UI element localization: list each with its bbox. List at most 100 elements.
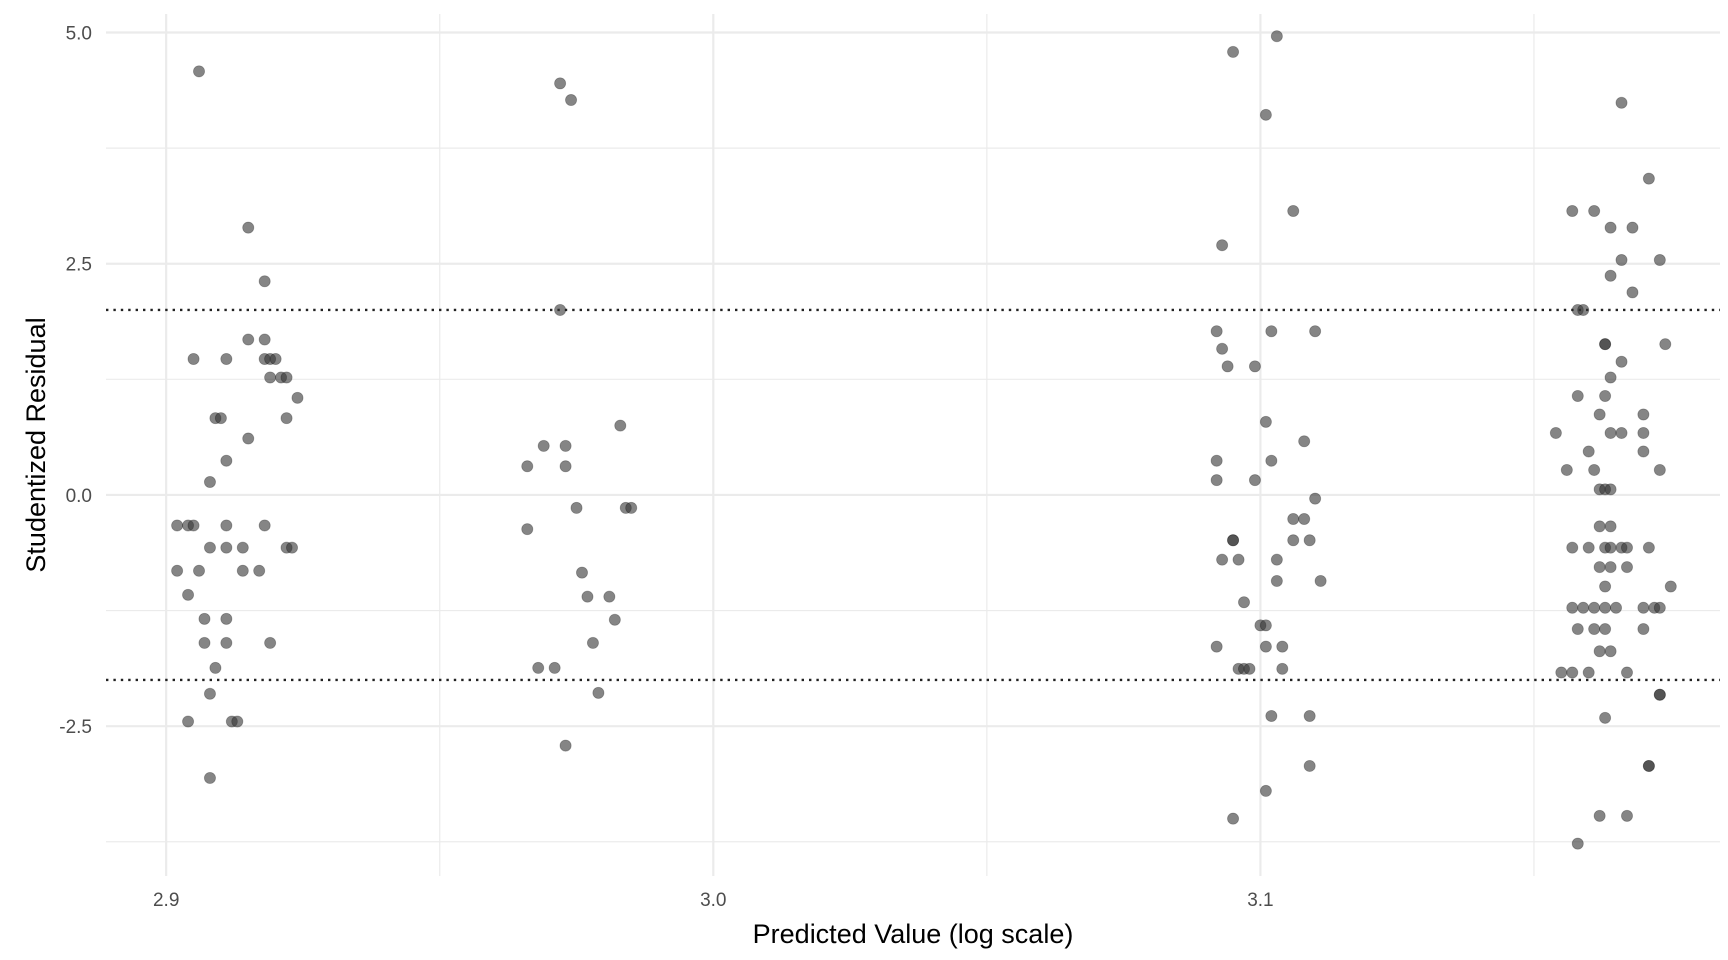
data-point bbox=[1298, 435, 1311, 448]
data-point bbox=[1626, 221, 1639, 234]
data-point bbox=[258, 333, 271, 346]
data-point bbox=[1599, 338, 1612, 351]
data-point bbox=[1238, 596, 1251, 609]
data-point bbox=[203, 687, 216, 700]
data-point bbox=[1604, 483, 1617, 496]
data-point bbox=[1653, 254, 1666, 267]
data-point bbox=[1210, 640, 1223, 653]
data-point bbox=[1298, 512, 1311, 525]
data-point bbox=[1604, 541, 1617, 554]
data-point bbox=[1571, 623, 1584, 636]
data-point bbox=[1593, 645, 1606, 658]
y-tick-label: 0.0 bbox=[66, 486, 92, 507]
data-point bbox=[554, 77, 567, 90]
data-point bbox=[1593, 809, 1606, 822]
data-point bbox=[1265, 709, 1278, 722]
data-point bbox=[1270, 553, 1283, 566]
data-point bbox=[1615, 254, 1628, 267]
minor-gridlines bbox=[106, 14, 1720, 876]
data-point bbox=[1265, 325, 1278, 338]
data-point bbox=[1620, 666, 1633, 679]
data-point bbox=[1599, 711, 1612, 724]
data-point bbox=[1221, 360, 1234, 373]
data-point bbox=[1653, 463, 1666, 476]
data-point bbox=[1227, 534, 1240, 547]
data-point bbox=[1571, 389, 1584, 402]
data-point bbox=[1664, 580, 1677, 593]
data-point bbox=[603, 590, 616, 603]
data-point bbox=[1227, 45, 1240, 58]
x-tick-label: 3.0 bbox=[700, 890, 726, 911]
data-point bbox=[1588, 463, 1601, 476]
data-point bbox=[1227, 812, 1240, 825]
data-point bbox=[1659, 338, 1672, 351]
data-point bbox=[1642, 759, 1655, 772]
data-point bbox=[1582, 541, 1595, 554]
data-point bbox=[1620, 809, 1633, 822]
data-point bbox=[575, 566, 588, 579]
data-point bbox=[1604, 269, 1617, 282]
data-point bbox=[1604, 645, 1617, 658]
data-point bbox=[1276, 640, 1289, 653]
data-point bbox=[1259, 640, 1272, 653]
data-point bbox=[1599, 601, 1612, 614]
y-axis-title: Studentized Residual bbox=[21, 317, 51, 572]
data-point bbox=[537, 439, 550, 452]
data-points bbox=[171, 30, 1677, 850]
y-axis-tick-labels: 5.0 2.5 0.0 -2.5 bbox=[59, 23, 92, 738]
data-point bbox=[1259, 108, 1272, 121]
data-point bbox=[1615, 355, 1628, 368]
data-point bbox=[1653, 601, 1666, 614]
data-point bbox=[258, 275, 271, 288]
data-point bbox=[1637, 601, 1650, 614]
x-tick-label: 2.9 bbox=[153, 890, 179, 911]
data-point bbox=[1571, 837, 1584, 850]
data-point bbox=[608, 613, 621, 626]
data-point bbox=[242, 221, 255, 234]
data-point bbox=[198, 612, 211, 625]
data-point bbox=[286, 541, 299, 554]
data-point bbox=[1259, 619, 1272, 632]
data-point bbox=[171, 519, 184, 532]
data-point bbox=[1216, 239, 1229, 252]
data-point bbox=[1604, 561, 1617, 574]
data-point bbox=[220, 612, 233, 625]
y-tick-label: 5.0 bbox=[66, 23, 92, 44]
data-point bbox=[1566, 541, 1579, 554]
y-tick-label: 2.5 bbox=[66, 255, 92, 276]
data-point bbox=[203, 541, 216, 554]
data-point bbox=[532, 661, 545, 674]
data-point bbox=[269, 352, 282, 365]
data-point bbox=[264, 371, 277, 384]
data-point bbox=[521, 523, 534, 536]
data-point bbox=[1216, 342, 1229, 355]
reference-lines bbox=[106, 308, 1720, 682]
data-point bbox=[625, 501, 638, 514]
data-point bbox=[581, 590, 594, 603]
data-point bbox=[1599, 389, 1612, 402]
data-point bbox=[570, 501, 583, 514]
x-axis-title: Predicted Value (log scale) bbox=[753, 919, 1074, 949]
data-point bbox=[1566, 601, 1579, 614]
data-point bbox=[1615, 96, 1628, 109]
data-point bbox=[592, 686, 605, 699]
data-point bbox=[565, 94, 578, 107]
data-point bbox=[182, 588, 195, 601]
data-point bbox=[1637, 408, 1650, 421]
data-point bbox=[1599, 580, 1612, 593]
data-point bbox=[559, 739, 572, 752]
data-point bbox=[236, 564, 249, 577]
data-point bbox=[1265, 454, 1278, 467]
data-point bbox=[220, 519, 233, 532]
data-point bbox=[1210, 474, 1223, 487]
data-point bbox=[1276, 662, 1289, 675]
data-point bbox=[1303, 534, 1316, 547]
data-point bbox=[1620, 541, 1633, 554]
major-gridlines bbox=[106, 14, 1720, 876]
data-point bbox=[171, 564, 184, 577]
data-point bbox=[1287, 512, 1300, 525]
y-tick-label: -2.5 bbox=[59, 717, 92, 738]
data-point bbox=[280, 371, 293, 384]
data-point bbox=[1577, 303, 1590, 316]
